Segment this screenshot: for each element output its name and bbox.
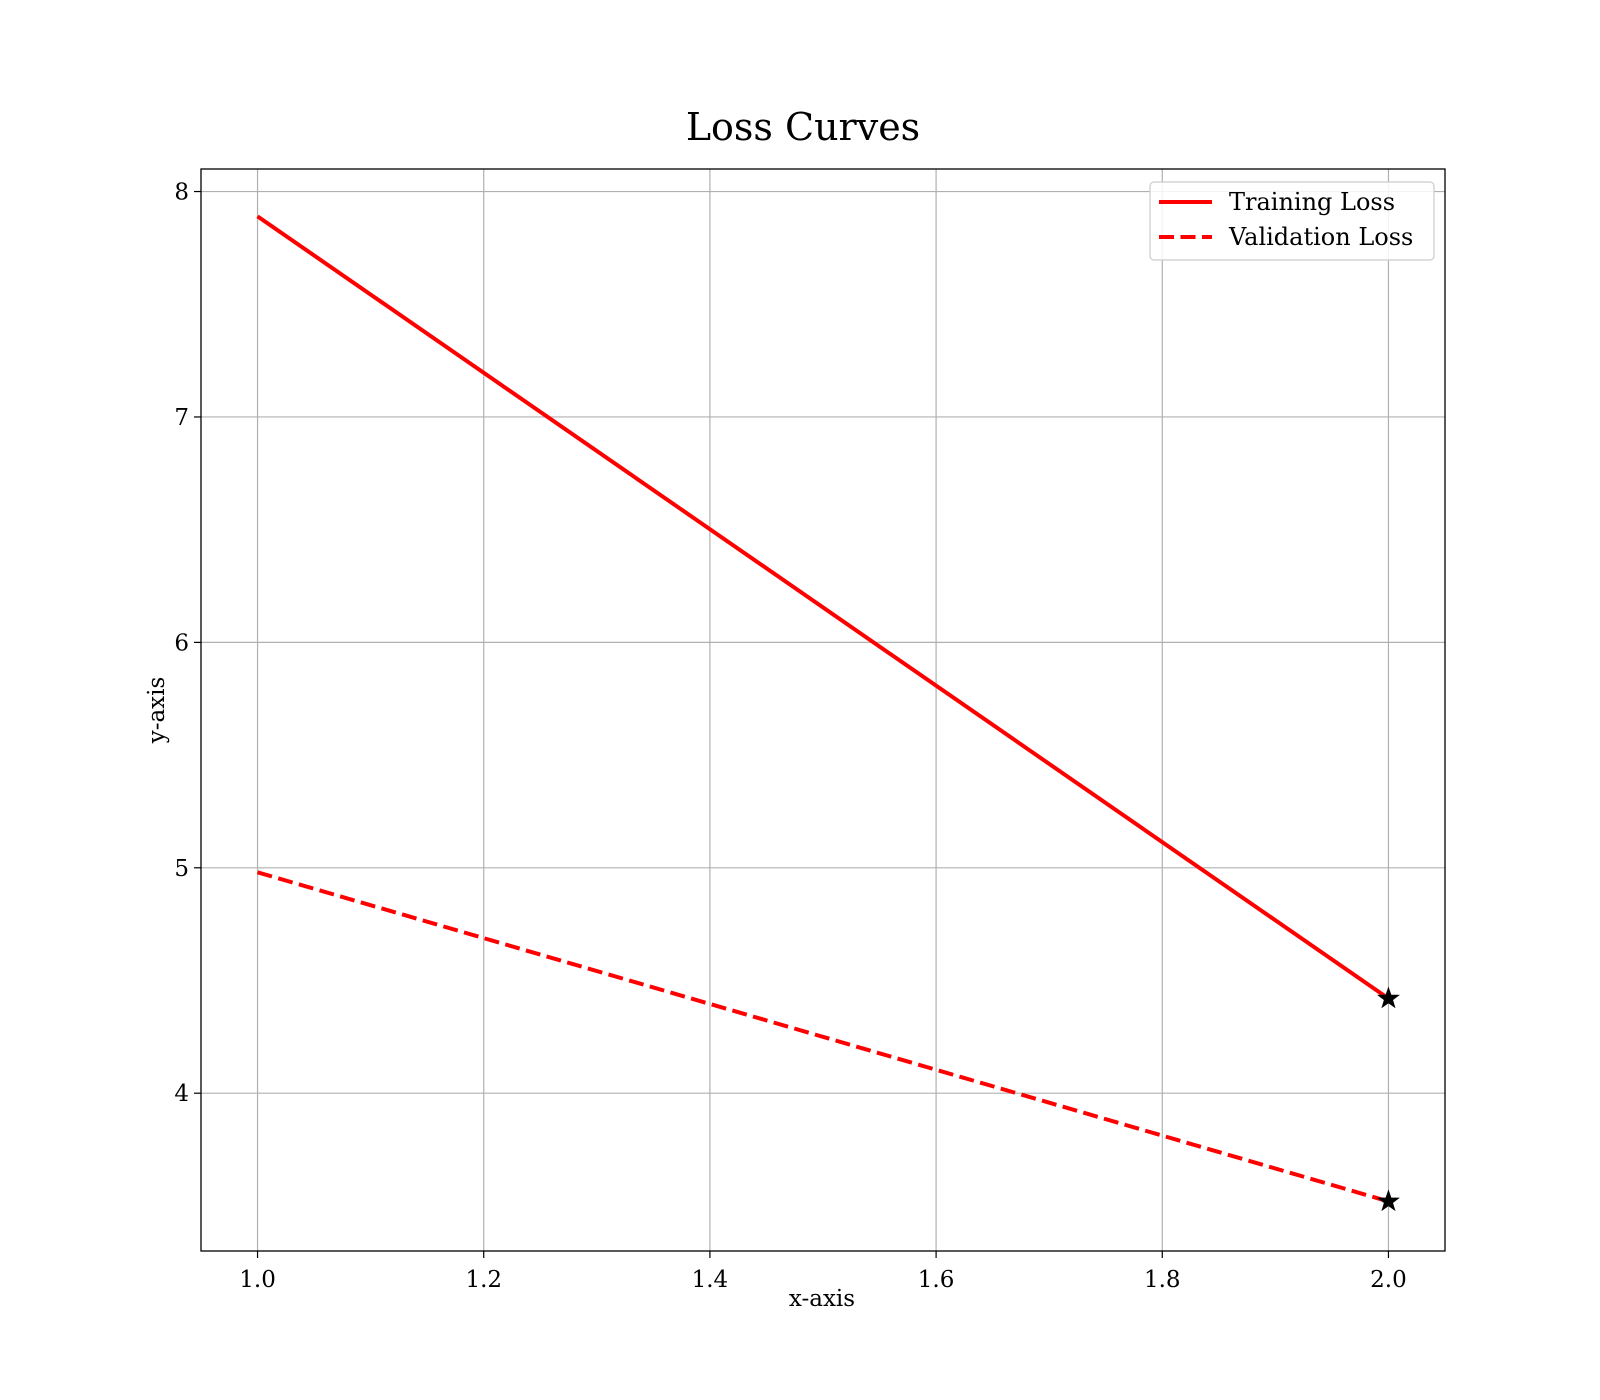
legend-label-validation-loss: Validation Loss — [1228, 223, 1413, 251]
x-tick-label: 1.6 — [918, 1267, 955, 1293]
validation-loss-line — [256, 870, 1390, 1204]
y-tick-label: 4 — [174, 1081, 189, 1107]
x-axis-label: x-axis — [789, 1286, 855, 1312]
y-axis-label: y-axis — [144, 677, 170, 745]
x-tick-label: 1.4 — [692, 1267, 729, 1293]
x-tick-label: 1.2 — [465, 1267, 502, 1293]
x-tick-label: 2.0 — [1370, 1267, 1407, 1293]
series-lines — [256, 214, 1390, 1204]
training-loss-end-marker — [1377, 986, 1400, 1009]
x-tick-label: 1.8 — [1144, 1267, 1181, 1293]
y-tick-label: 7 — [174, 405, 189, 431]
validation-loss-end-marker — [1377, 1189, 1400, 1212]
training-loss-line — [256, 214, 1390, 1001]
axis-ticks: 1.0 1.2 1.4 1.6 1.8 2.0 4 5 6 7 8 — [174, 180, 1406, 1293]
y-tick-label: 6 — [174, 630, 189, 656]
x-tick-label: 1.0 — [239, 1267, 276, 1293]
y-tick-label: 8 — [174, 180, 189, 206]
chart-title: Loss Curves — [686, 105, 920, 149]
legend: Training Loss Validation Loss — [1149, 181, 1435, 261]
y-tick-label: 5 — [174, 856, 189, 882]
legend-label-training-loss: Training Loss — [1229, 188, 1395, 216]
legend-box — [1149, 181, 1435, 261]
end-markers — [1377, 986, 1400, 1212]
plot-area-frame — [200, 168, 1446, 1252]
